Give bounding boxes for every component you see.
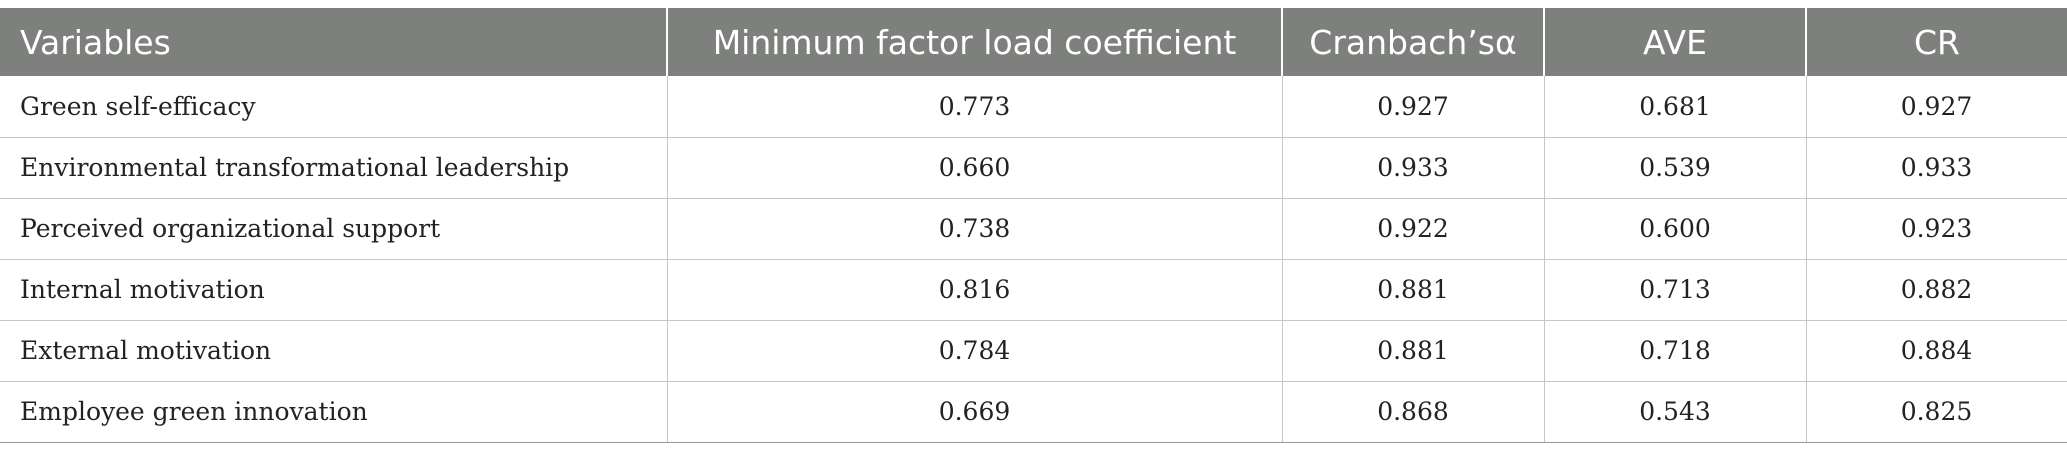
cell-cr: 0.927 bbox=[1805, 76, 2067, 138]
cell-min-factor-load: 0.816 bbox=[666, 259, 1282, 321]
header-ave: AVE bbox=[1543, 8, 1806, 76]
cell-cr: 0.923 bbox=[1805, 198, 2067, 260]
header-min-factor-load: Minimum factor load coefficient bbox=[666, 8, 1282, 76]
reliability-validity-table: Variables Minimum factor load coefficien… bbox=[0, 8, 2067, 443]
table-row: Perceived organizational support 0.738 0… bbox=[0, 198, 2067, 260]
cell-cronbach-alpha: 0.927 bbox=[1281, 76, 1544, 138]
cell-ave: 0.543 bbox=[1543, 381, 1806, 443]
table-body: Green self-efficacy 0.773 0.927 0.681 0.… bbox=[0, 76, 2067, 443]
cell-cronbach-alpha: 0.881 bbox=[1281, 259, 1544, 321]
table-row: Environmental transformational leadershi… bbox=[0, 137, 2067, 199]
cell-cr: 0.933 bbox=[1805, 137, 2067, 199]
table-row: Green self-efficacy 0.773 0.927 0.681 0.… bbox=[0, 76, 2067, 138]
header-cronbach-alpha: Cranbach’sα bbox=[1281, 8, 1544, 76]
table-container: Variables Minimum factor load coefficien… bbox=[0, 8, 2067, 443]
cell-variable: Employee green innovation bbox=[0, 381, 667, 443]
cell-cronbach-alpha: 0.933 bbox=[1281, 137, 1544, 199]
cell-min-factor-load: 0.660 bbox=[666, 137, 1282, 199]
cell-min-factor-load: 0.784 bbox=[666, 320, 1282, 382]
cell-cr: 0.882 bbox=[1805, 259, 2067, 321]
cell-min-factor-load: 0.773 bbox=[666, 76, 1282, 138]
table-row: Employee green innovation 0.669 0.868 0.… bbox=[0, 381, 2067, 443]
cell-ave: 0.681 bbox=[1543, 76, 1806, 138]
table-header: Variables Minimum factor load coefficien… bbox=[0, 8, 2067, 76]
cell-ave: 0.600 bbox=[1543, 198, 1806, 260]
cell-variable: Internal motivation bbox=[0, 259, 667, 321]
cell-cronbach-alpha: 0.922 bbox=[1281, 198, 1544, 260]
cell-variable: Environmental transformational leadershi… bbox=[0, 137, 667, 199]
table-row: External motivation 0.784 0.881 0.718 0.… bbox=[0, 320, 2067, 382]
cell-ave: 0.713 bbox=[1543, 259, 1806, 321]
cell-min-factor-load: 0.738 bbox=[666, 198, 1282, 260]
header-row: Variables Minimum factor load coefficien… bbox=[0, 8, 2067, 76]
cell-cr: 0.884 bbox=[1805, 320, 2067, 382]
cell-cr: 0.825 bbox=[1805, 381, 2067, 443]
cell-cronbach-alpha: 0.868 bbox=[1281, 381, 1544, 443]
cell-min-factor-load: 0.669 bbox=[666, 381, 1282, 443]
header-cr: CR bbox=[1805, 8, 2067, 76]
cell-variable: Perceived organizational support bbox=[0, 198, 667, 260]
cell-variable: Green self-efficacy bbox=[0, 76, 667, 138]
cell-variable: External motivation bbox=[0, 320, 667, 382]
cell-ave: 0.539 bbox=[1543, 137, 1806, 199]
table-row: Internal motivation 0.816 0.881 0.713 0.… bbox=[0, 259, 2067, 321]
cell-cronbach-alpha: 0.881 bbox=[1281, 320, 1544, 382]
cell-ave: 0.718 bbox=[1543, 320, 1806, 382]
header-variables: Variables bbox=[20, 22, 171, 62]
